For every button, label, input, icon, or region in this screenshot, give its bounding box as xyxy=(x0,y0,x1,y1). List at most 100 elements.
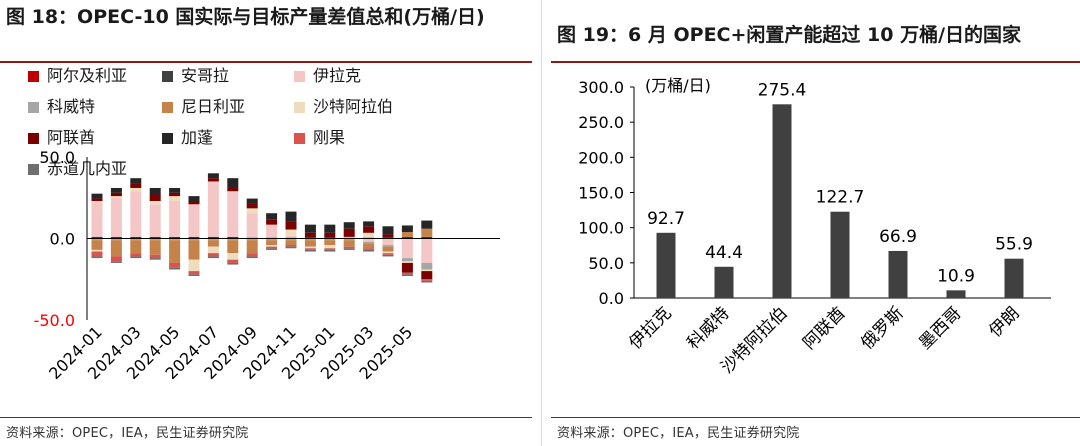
bar-segment xyxy=(246,256,258,259)
bar-segment xyxy=(382,253,394,255)
bar-segment xyxy=(266,248,278,250)
bar-segment xyxy=(324,238,336,241)
right-y-tick-label: 150.0 xyxy=(578,184,624,203)
legend-item: 刚果 xyxy=(294,128,345,148)
legend-item: 沙特阿拉伯 xyxy=(294,97,393,117)
bar-segment xyxy=(188,240,200,260)
bar-segment xyxy=(207,256,219,259)
bar-segment xyxy=(227,178,239,188)
bar-segment xyxy=(382,254,394,257)
bar-segment xyxy=(246,198,258,204)
bar-segment xyxy=(91,249,103,252)
bar-segment xyxy=(188,204,200,237)
bar xyxy=(946,290,966,298)
bar-segment xyxy=(304,238,316,241)
bar-segment xyxy=(324,245,336,249)
legend-label: 沙特阿拉伯 xyxy=(313,97,394,116)
bar-segment xyxy=(149,258,161,260)
bar-segment xyxy=(130,240,142,254)
right-x-tick-label: 科威特 xyxy=(683,303,733,353)
bar-segment xyxy=(91,238,103,241)
bar-segment xyxy=(227,240,239,254)
bar xyxy=(888,250,908,298)
legend-item: 科威特 xyxy=(28,97,95,117)
right-y-tick-label: 200.0 xyxy=(578,148,624,167)
bar-segment xyxy=(266,219,278,225)
bar-segment xyxy=(246,203,258,209)
bar-segment xyxy=(91,240,103,250)
bar-segment xyxy=(363,249,375,252)
bar-segment xyxy=(207,240,219,247)
bar-segment xyxy=(91,193,103,199)
right-chart-title: 图 19：6 月 OPEC+闲置产能超过 10 万桶/日的国家 xyxy=(557,24,1022,46)
bar-segment xyxy=(324,249,336,252)
bar xyxy=(714,266,734,298)
bar-segment xyxy=(304,249,316,252)
bar-segment xyxy=(401,272,413,275)
legend-item: 阿联酋 xyxy=(28,128,95,148)
bar-segment xyxy=(130,183,142,188)
bar-segment xyxy=(343,240,355,247)
bar-segment xyxy=(227,238,239,241)
bar-segment xyxy=(343,228,355,237)
bar-segment xyxy=(91,256,103,259)
legend-swatch xyxy=(28,101,39,113)
legend-label: 刚果 xyxy=(313,128,346,147)
bar-segment xyxy=(401,262,413,273)
bar-segment xyxy=(363,226,375,233)
bar-segment xyxy=(110,197,122,237)
bar-segment xyxy=(188,274,200,276)
bar-segment xyxy=(343,222,355,229)
bar-value-label: 55.9 xyxy=(995,235,1033,255)
bar-segment xyxy=(401,236,413,239)
bar-segment xyxy=(91,236,103,239)
bar-segment xyxy=(285,238,297,241)
bar-segment xyxy=(149,254,161,259)
bar-segment xyxy=(382,251,394,254)
bar-segment xyxy=(169,262,181,268)
bar-segment xyxy=(421,280,433,283)
bar-segment xyxy=(304,240,316,247)
legend-label: 加蓬 xyxy=(181,128,214,147)
bar-segment xyxy=(169,201,181,237)
bar-segment xyxy=(343,236,355,238)
right-title-rule xyxy=(551,61,1080,63)
bar-segment xyxy=(382,246,394,252)
bar-segment xyxy=(169,187,181,193)
bar-segment xyxy=(110,256,122,262)
bar-segment xyxy=(421,269,433,272)
bar-segment xyxy=(285,246,297,249)
bar-segment xyxy=(130,236,142,239)
right-y-tick-label: 250.0 xyxy=(578,113,624,132)
legend-swatch xyxy=(294,101,305,113)
bar-segment xyxy=(363,238,375,242)
legend-label: 阿尔及利亚 xyxy=(47,66,128,85)
bar-segment xyxy=(304,232,316,238)
bar-value-label: 10.9 xyxy=(937,266,975,286)
bar-segment xyxy=(207,253,219,257)
right-y-tick-label: 100.0 xyxy=(578,219,624,238)
bar-segment xyxy=(207,238,219,241)
right-y-tick-label: 50.0 xyxy=(588,254,624,273)
legend-item: 阿尔及利亚 xyxy=(28,66,127,86)
bar-segment xyxy=(285,245,297,247)
bar-segment xyxy=(188,196,200,202)
bar-segment xyxy=(382,245,394,247)
bar-value-label: 92.7 xyxy=(647,209,685,229)
right-y-tick-label: 0.0 xyxy=(599,289,624,308)
bar-segment xyxy=(382,238,394,246)
bar-segment xyxy=(401,231,413,237)
bar-segment xyxy=(363,232,375,238)
bar-segment xyxy=(304,246,316,249)
bar-value-label: 44.4 xyxy=(705,243,743,263)
bar-segment xyxy=(149,236,161,239)
legend-label: 尼日利亚 xyxy=(181,97,246,116)
bar-segment xyxy=(130,256,142,259)
legend-swatch xyxy=(162,132,173,144)
bar xyxy=(1004,258,1024,298)
bar-segment xyxy=(207,181,219,237)
bar-segment xyxy=(110,238,122,241)
bar-segment xyxy=(324,248,336,250)
bar-segment xyxy=(421,238,433,263)
bar-segment xyxy=(266,213,278,220)
